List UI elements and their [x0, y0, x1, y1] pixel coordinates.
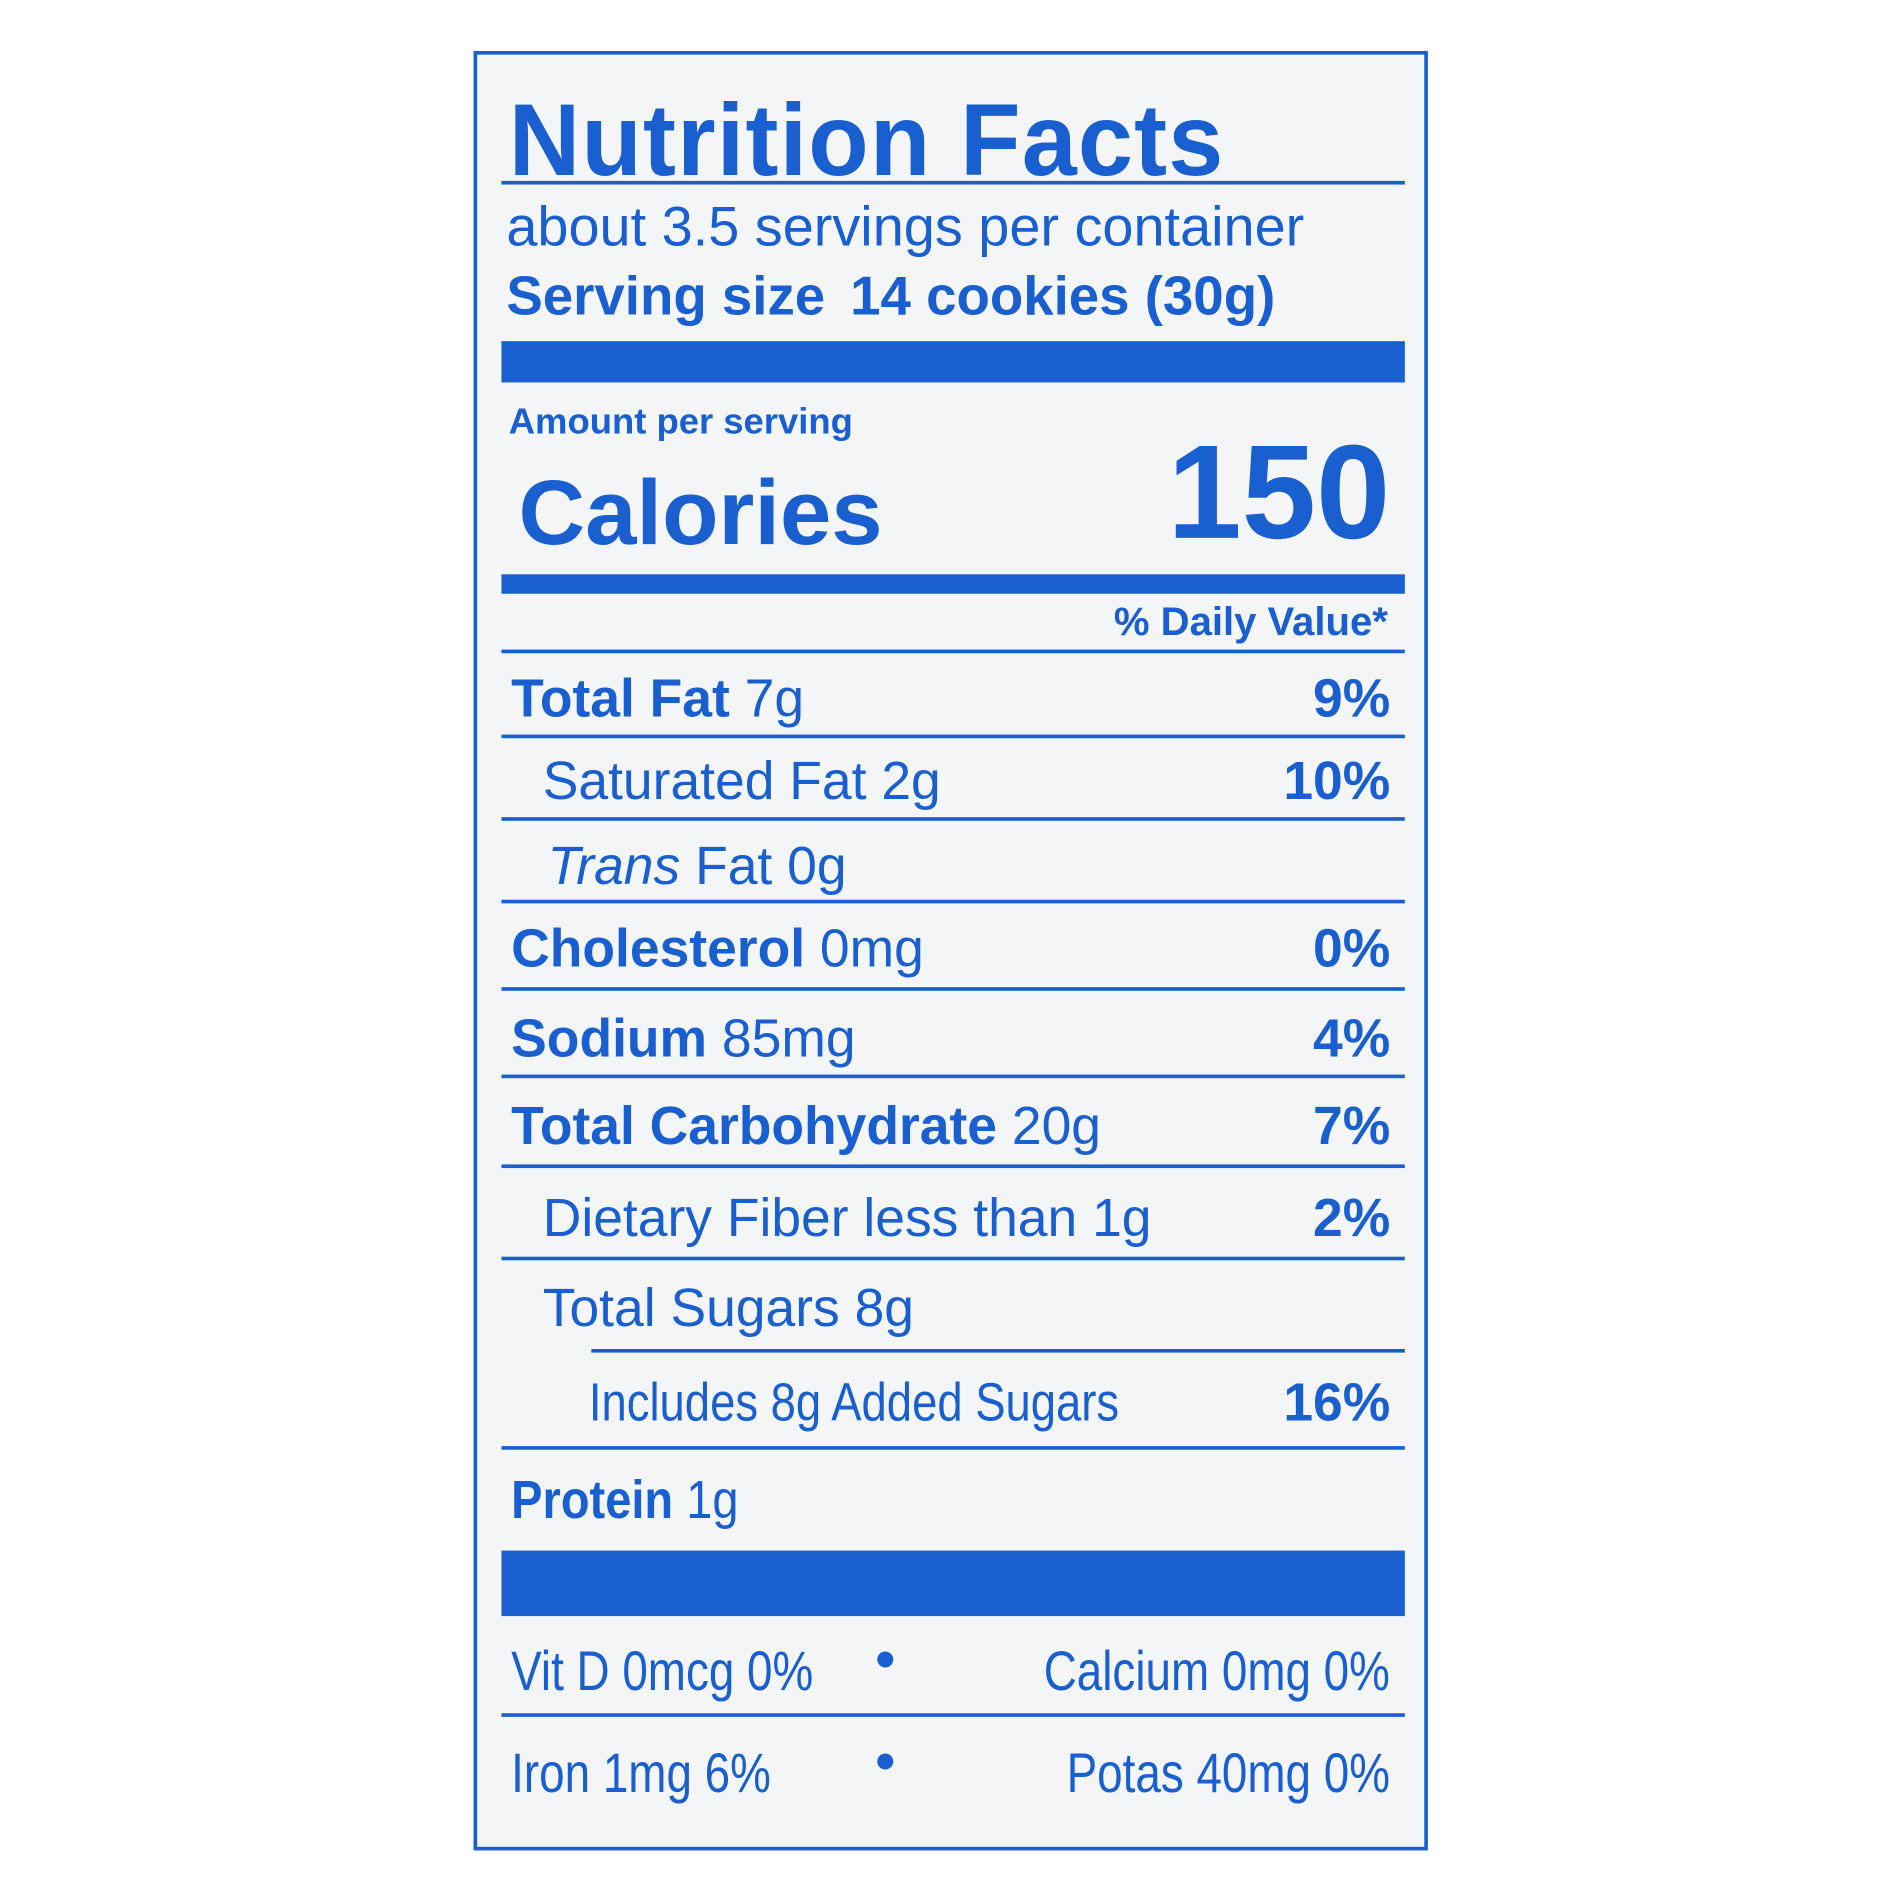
divider-medium: [501, 574, 1405, 594]
nutrient-dv: 2%: [1313, 1188, 1391, 1249]
vitamin-right: Calcium 0mg 0%: [1044, 1639, 1391, 1703]
nutrient-dv: 9%: [1313, 669, 1391, 729]
calories-label: Calories: [518, 461, 883, 565]
nutrient-name: Dietary Fiber: [542, 1188, 849, 1249]
separator-dot: •: [875, 1729, 895, 1793]
nutrient-row-saturated-fat: Saturated Fat 2g 10%: [511, 751, 1391, 813]
nutrient-amount: 1g: [686, 1470, 739, 1530]
nutrient-amount: 85mg: [721, 1009, 856, 1069]
nutrient-amount: 20g: [1011, 1096, 1102, 1156]
nutrient-amount: 0mg: [819, 919, 924, 979]
nutrient-name: Total Fat: [511, 669, 730, 729]
nutrient-amount: 7g: [744, 669, 805, 729]
serving-size-label: Serving size: [506, 264, 826, 327]
serving-size: Serving size 14 cookies (30g): [506, 268, 1275, 323]
nutrient-name: Saturated Fat: [542, 751, 867, 812]
vitamin-row: Vit D 0mcg 0% • Calcium 0mg 0%: [511, 1631, 1390, 1703]
nutrient-name: Protein: [511, 1470, 674, 1530]
amount-per-serving: Amount per serving: [508, 401, 853, 442]
separator-dot: •: [875, 1627, 895, 1691]
divider-thin: [501, 1713, 1405, 1717]
nutrient-row-trans-fat: Trans Fat 0g: [511, 837, 1390, 898]
divider-thin: [591, 1348, 1405, 1353]
nutrient-name: Total Carbohydrate: [511, 1096, 998, 1156]
label-title: Nutrition Facts: [508, 82, 1225, 197]
divider-thick: [501, 341, 1405, 383]
servings-per-container: about 3.5 servings per container: [506, 194, 1305, 258]
serving-size-value: 14 cookies (30g): [850, 264, 1276, 327]
divider-thin: [501, 899, 1405, 904]
nutrient-name: Includes 8g Added Sugars: [588, 1373, 1120, 1433]
nutrient-name: Total Sugars: [542, 1278, 840, 1339]
nutrient-name-suffix: Fat: [695, 836, 773, 897]
divider-thin: [501, 180, 1405, 185]
divider-thin: [501, 1446, 1405, 1450]
nutrient-amount: 2g: [881, 751, 941, 812]
nutrient-amount: less than 1g: [863, 1188, 1152, 1249]
nutrient-amount: 0g: [787, 836, 847, 897]
nutrient-dv: 7%: [1313, 1096, 1391, 1156]
nutrient-name: Sodium: [511, 1009, 708, 1069]
divider-thin: [501, 1074, 1405, 1079]
divider-thick: [501, 1550, 1405, 1617]
nutrient-name: Cholesterol: [511, 919, 806, 979]
daily-value-header: % Daily Value*: [1113, 598, 1388, 644]
nutrient-row-total-fat: Total Fat 7g 9%: [511, 669, 1390, 730]
divider-thin: [501, 1256, 1405, 1261]
vitamin-right: Potas 40mg 0%: [1066, 1741, 1391, 1805]
nutrient-name: Trans: [547, 836, 681, 897]
vitamin-row: Iron 1mg 6% • Potas 40mg 0%: [511, 1733, 1390, 1805]
nutrient-dv: 10%: [1283, 751, 1391, 812]
divider-thin: [501, 734, 1405, 739]
nutrient-row-dietary-fiber: Dietary Fiber less than 1g 2%: [511, 1188, 1391, 1250]
divider-thin: [501, 649, 1405, 654]
divider-thin: [501, 987, 1405, 991]
nutrient-row-cholesterol: Cholesterol 0mg 0%: [511, 919, 1390, 980]
nutrient-row-sodium: Sodium 85mg 4%: [511, 1009, 1390, 1070]
vitamin-left: Vit D 0mcg 0%: [511, 1639, 814, 1703]
nutrient-row-total-sugars: Total Sugars 8g: [511, 1279, 1390, 1340]
divider-thin: [501, 817, 1405, 821]
nutrient-dv: 0%: [1313, 919, 1391, 979]
divider-thin: [501, 1164, 1405, 1169]
nutrition-facts-label: Nutrition Facts about 3.5 servings per c…: [473, 50, 1428, 1851]
nutrient-amount: 8g: [854, 1278, 915, 1339]
nutrient-dv: 4%: [1313, 1009, 1391, 1069]
nutrient-row-total-carbohydrate: Total Carbohydrate 20g 7%: [511, 1096, 1390, 1157]
nutrient-dv: 16%: [1283, 1373, 1391, 1433]
nutrient-row-protein: Protein 1g: [511, 1470, 1390, 1531]
nutrient-row-added-sugars: Includes 8g Added Sugars 16%: [511, 1373, 1390, 1434]
calories-value: 150: [1167, 417, 1391, 568]
vitamin-left: Iron 1mg 6%: [511, 1741, 771, 1805]
